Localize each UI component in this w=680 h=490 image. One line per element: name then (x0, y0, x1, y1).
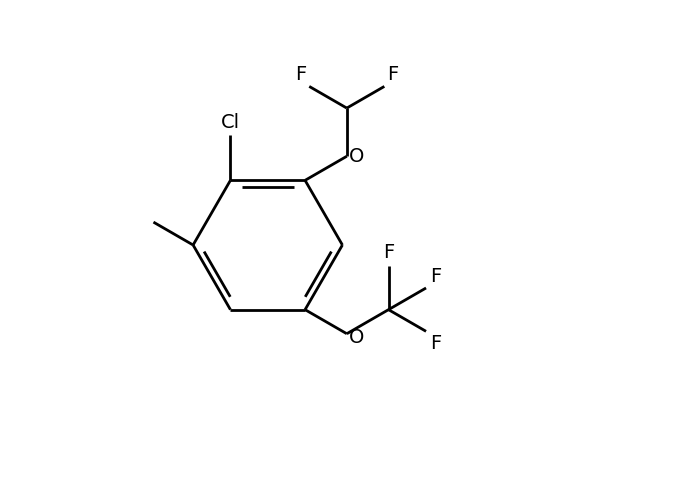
Text: O: O (350, 328, 364, 347)
Text: Cl: Cl (221, 113, 240, 132)
Text: F: F (296, 65, 307, 83)
Text: O: O (350, 147, 364, 166)
Text: F: F (430, 267, 441, 286)
Text: F: F (383, 244, 394, 263)
Text: F: F (387, 65, 398, 83)
Text: F: F (430, 334, 441, 353)
